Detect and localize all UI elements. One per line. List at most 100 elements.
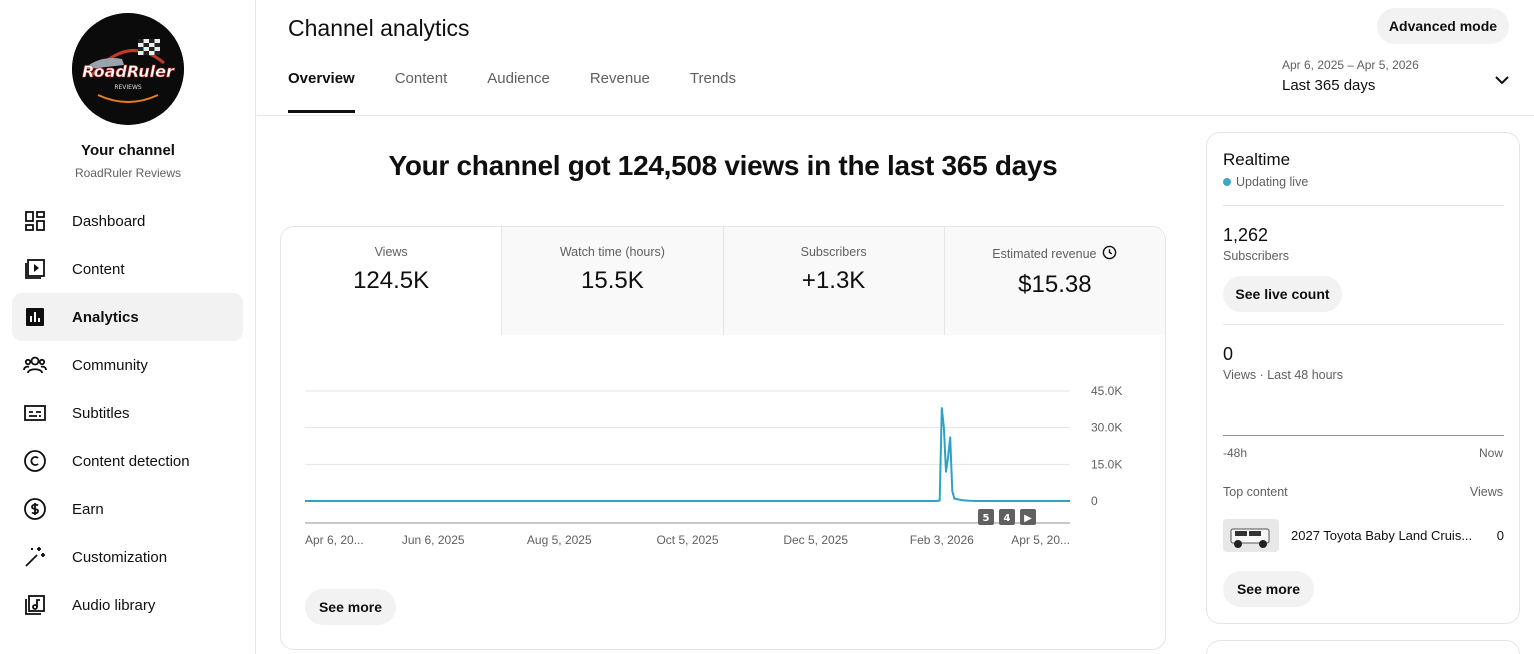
realtime-title: Realtime: [1223, 150, 1291, 169]
top-content-item[interactable]: 2027 Toyota Baby Land Cruis... 0: [1223, 518, 1504, 552]
advanced-mode-button[interactable]: Advanced mode: [1377, 8, 1509, 44]
metric-estimated-revenue[interactable]: Estimated revenue $15.38: [943, 227, 1165, 335]
sidebar-item-label: Analytics: [72, 308, 139, 326]
dashboard-icon: [23, 209, 47, 233]
x-tick-label: Aug 5, 2025: [527, 533, 592, 547]
x-tick-label: Apr 5, 20...: [1011, 533, 1070, 547]
sidebar-item-label: Audio library: [72, 596, 156, 614]
video-marker: [978, 509, 994, 525]
sidebar-item-label: Customization: [72, 548, 168, 566]
content-icon: [23, 257, 47, 281]
analytics-icon: [23, 305, 47, 329]
sidebar-nav: Dashboard Content Analytics Community Su…: [12, 197, 243, 629]
sidebar-item-label: Community: [72, 356, 148, 374]
date-range-picker[interactable]: Apr 6, 2025 – Apr 5, 2026 Last 365 days: [1282, 58, 1512, 94]
sidebar-item-label: Dashboard: [72, 212, 146, 230]
audio-library-icon: [23, 593, 47, 617]
see-live-count-button[interactable]: See live count: [1223, 276, 1342, 312]
tab-content[interactable]: Content: [394, 70, 448, 87]
sidebar-item-label: Earn: [72, 500, 104, 518]
realtime-axis-start: -48h: [1223, 446, 1248, 460]
realtime-chart-axis: [1223, 435, 1504, 436]
sidebar-item-label: Subtitles: [72, 404, 130, 422]
x-tick-label: Dec 5, 2025: [783, 533, 848, 547]
realtime-views-value: 0: [1223, 344, 1234, 364]
metric-label: Views: [374, 245, 408, 259]
y-tick-label: 45.0K: [1091, 384, 1122, 398]
y-tick-label: 15.0K: [1091, 457, 1122, 471]
video-marker: [999, 509, 1015, 525]
video-marker-label: ▶: [1024, 513, 1032, 524]
see-more-button[interactable]: See more: [305, 589, 396, 625]
video-marker-label: 5: [983, 513, 990, 524]
sidebar-item-customization[interactable]: Customization: [12, 533, 243, 581]
svg-text:RoadRuler: RoadRuler: [82, 62, 175, 81]
sidebar-item-analytics[interactable]: Analytics: [12, 293, 243, 341]
divider: [1223, 205, 1504, 206]
date-range-period: Last 365 days: [1282, 77, 1376, 94]
tab-overview[interactable]: Overview: [288, 70, 355, 113]
channel-avatar[interactable]: RoadRuler REVIEWS: [72, 13, 184, 125]
subtitles-icon: [23, 401, 47, 425]
clock-icon: [1102, 245, 1117, 263]
top-content-views: 0: [1496, 527, 1504, 543]
metric-label: Watch time (hours): [559, 245, 665, 259]
realtime-views-label: Views · Last 48 hours: [1223, 368, 1343, 382]
top-content-label: Top content: [1223, 485, 1288, 499]
realtime-see-more-button[interactable]: See more: [1223, 571, 1314, 607]
sidebar: RoadRuler REVIEWS Your channel RoadRuler…: [0, 0, 256, 654]
dollar-icon: [23, 497, 47, 521]
community-icon: [23, 353, 47, 377]
date-range-dates: Apr 6, 2025 – Apr 5, 2026: [1282, 58, 1419, 72]
y-tick-label: 30.0K: [1091, 421, 1122, 435]
video-marker: [1020, 509, 1036, 525]
metric-subscribers[interactable]: Subscribers +1.3K: [722, 227, 944, 335]
sidebar-item-earn[interactable]: Earn: [12, 485, 243, 533]
svg-text:REVIEWS: REVIEWS: [114, 84, 142, 91]
views-series-line: [305, 407, 1070, 502]
sidebar-item-content[interactable]: Content: [12, 245, 243, 293]
metric-tabs: Views 124.5K Watch time (hours) 15.5K Su…: [281, 227, 1165, 335]
sidebar-item-label: Content: [72, 260, 125, 278]
live-status: Updating live: [1223, 175, 1308, 189]
views-headline: Your channel got 124,508 views in the la…: [388, 150, 1058, 181]
next-card: [1206, 640, 1520, 654]
realtime-card: Realtime Updating live 1,262 Subscribers…: [1206, 132, 1520, 624]
sidebar-item-dashboard[interactable]: Dashboard: [12, 197, 243, 245]
x-tick-label: Feb 3, 2026: [910, 533, 974, 547]
copyright-icon: [23, 449, 47, 473]
x-tick-label: Apr 6, 20...: [305, 533, 364, 547]
magic-wand-icon: [23, 545, 47, 569]
metric-views[interactable]: Views 124.5K: [281, 227, 502, 335]
realtime-subscribers-label: Subscribers: [1223, 249, 1289, 263]
divider: [1223, 324, 1504, 325]
video-thumbnail: [1223, 518, 1279, 552]
tab-trends[interactable]: Trends: [689, 70, 737, 87]
metric-value: $15.38: [1018, 271, 1092, 298]
video-marker-label: 4: [1004, 513, 1011, 524]
sidebar-item-subtitles[interactable]: Subtitles: [12, 389, 243, 437]
analytics-tabs: Overview Content Audience Revenue Trends: [288, 70, 776, 113]
metric-watch-time[interactable]: Watch time (hours) 15.5K: [501, 227, 723, 335]
metric-label: Estimated revenue: [992, 247, 1097, 261]
metric-value: 15.5K: [581, 267, 644, 294]
views-chart: 45.0K 30.0K 15.0K 0 Apr 6, 20... Jun 6, 2025 A…: [305, 384, 1122, 547]
top-content-views-label: Views: [1469, 485, 1503, 499]
live-dot-icon: [1223, 178, 1231, 186]
page-title: Channel analytics: [288, 15, 470, 41]
chevron-down-icon: [1492, 70, 1512, 90]
sidebar-item-community[interactable]: Community: [12, 341, 243, 389]
metric-value: +1.3K: [801, 267, 866, 294]
realtime-subscribers-value: 1,262: [1223, 225, 1269, 245]
channel-title: Your channel: [81, 142, 175, 159]
tab-revenue[interactable]: Revenue: [589, 70, 650, 87]
tab-audience[interactable]: Audience: [487, 70, 550, 87]
y-tick-label: 0: [1091, 494, 1098, 508]
top-content-title: 2027 Toyota Baby Land Cruis...: [1291, 527, 1473, 543]
metric-label: Subscribers: [800, 245, 867, 259]
x-tick-label: Oct 5, 2025: [656, 533, 718, 547]
sidebar-item-label: Content detection: [72, 452, 190, 470]
analytics-header: Channel analytics Advanced mode Overview…: [257, 0, 1534, 116]
sidebar-item-audio-library[interactable]: Audio library: [12, 581, 243, 629]
sidebar-item-content-detection[interactable]: Content detection: [12, 437, 243, 485]
